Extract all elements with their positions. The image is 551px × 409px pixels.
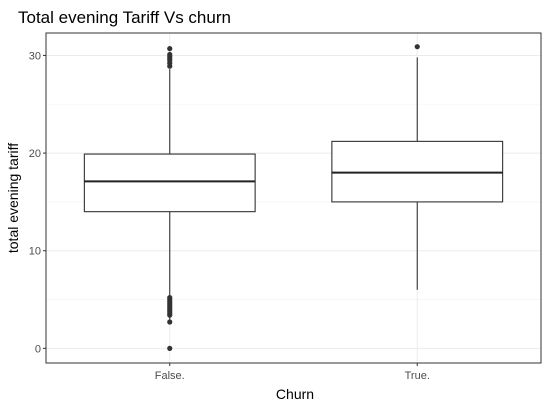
x-tick-label: True. — [405, 370, 430, 382]
x-tick-label: False. — [155, 370, 185, 382]
box-series — [83, 44, 504, 351]
box-iqr — [83, 153, 256, 213]
outlier-point — [167, 46, 173, 52]
outlier-point — [167, 51, 173, 58]
outlier-point — [167, 345, 173, 351]
y-axis: 0 10 20 30 — [29, 50, 46, 355]
y-tick-label: 20 — [29, 148, 41, 160]
y-tick-label: 0 — [35, 343, 41, 355]
box-group-1 — [331, 44, 504, 290]
y-tick-label: 10 — [29, 246, 41, 258]
y-tick-label: 30 — [29, 50, 41, 62]
x-axis: False. True. — [155, 363, 430, 382]
outlier-point — [167, 294, 173, 301]
outlier-point — [167, 319, 173, 325]
plot-panel-border — [45, 32, 542, 364]
box-group-0 — [83, 46, 256, 351]
x-axis-title: Churn — [276, 386, 314, 402]
outlier-point — [414, 44, 420, 50]
chart-title: Total evening Tariff Vs churn — [18, 8, 231, 27]
y-axis-title: total evening tariff — [5, 143, 21, 253]
